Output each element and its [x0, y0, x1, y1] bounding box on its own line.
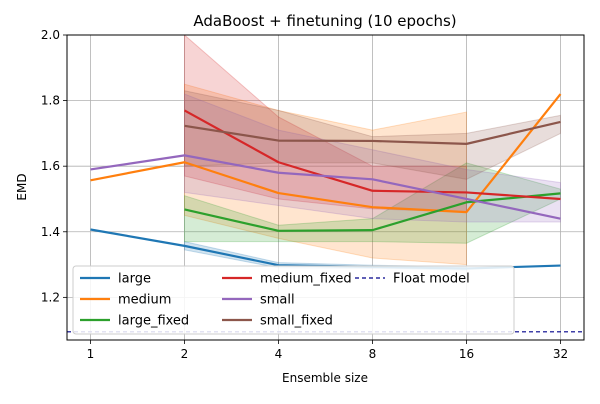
y-tick-label-1.8: 1.8	[41, 94, 60, 108]
series-line-large_fixed	[184, 192, 561, 232]
x-tick-label-8: 8	[369, 347, 377, 361]
y-axis-ticks: 1.2 1.4 1.6 1.8 2.0	[41, 28, 67, 304]
legend-label-small_fixed: small_fixed	[260, 314, 333, 329]
band-medium	[184, 83, 467, 266]
legend-label-small: small	[260, 293, 295, 308]
y-tick-label-1.6: 1.6	[41, 159, 60, 173]
x-tick-label-16: 16	[459, 347, 474, 361]
plot-frame	[66, 34, 585, 341]
legend-label-medium_fixed: medium_fixed	[260, 272, 352, 287]
legend-label-large_fixed: large_fixed	[118, 314, 189, 329]
legend-label-large: large	[118, 272, 151, 287]
band-small_fixed	[184, 90, 561, 180]
x-tick-label-1: 1	[87, 347, 95, 361]
legend-box	[72, 265, 515, 335]
x-tick-label-4: 4	[275, 347, 283, 361]
series-line-small	[90, 154, 561, 220]
band-small	[184, 93, 561, 223]
x-axis-ticks: 1 2 4 8 16 32	[87, 340, 568, 361]
x-axis-label: Ensemble size	[282, 371, 368, 385]
y-tick-label-2.0: 2.0	[41, 28, 60, 42]
series-line-small_fixed	[184, 120, 561, 145]
legend-label-medium: medium	[118, 293, 171, 308]
legend-label-float-model: Float model	[393, 272, 470, 287]
series-line-medium_fixed	[183, 109, 561, 201]
x-tick-label-2: 2	[181, 347, 189, 361]
confidence-bands	[184, 35, 561, 271]
chart-title: AdaBoost + finetuning (10 epochs)	[193, 12, 456, 30]
y-tick-label-1.2: 1.2	[41, 290, 60, 304]
y-tick-label-1.4: 1.4	[41, 225, 60, 239]
y-axis-label: EMD	[15, 173, 29, 200]
x-tick-label-32: 32	[553, 347, 568, 361]
